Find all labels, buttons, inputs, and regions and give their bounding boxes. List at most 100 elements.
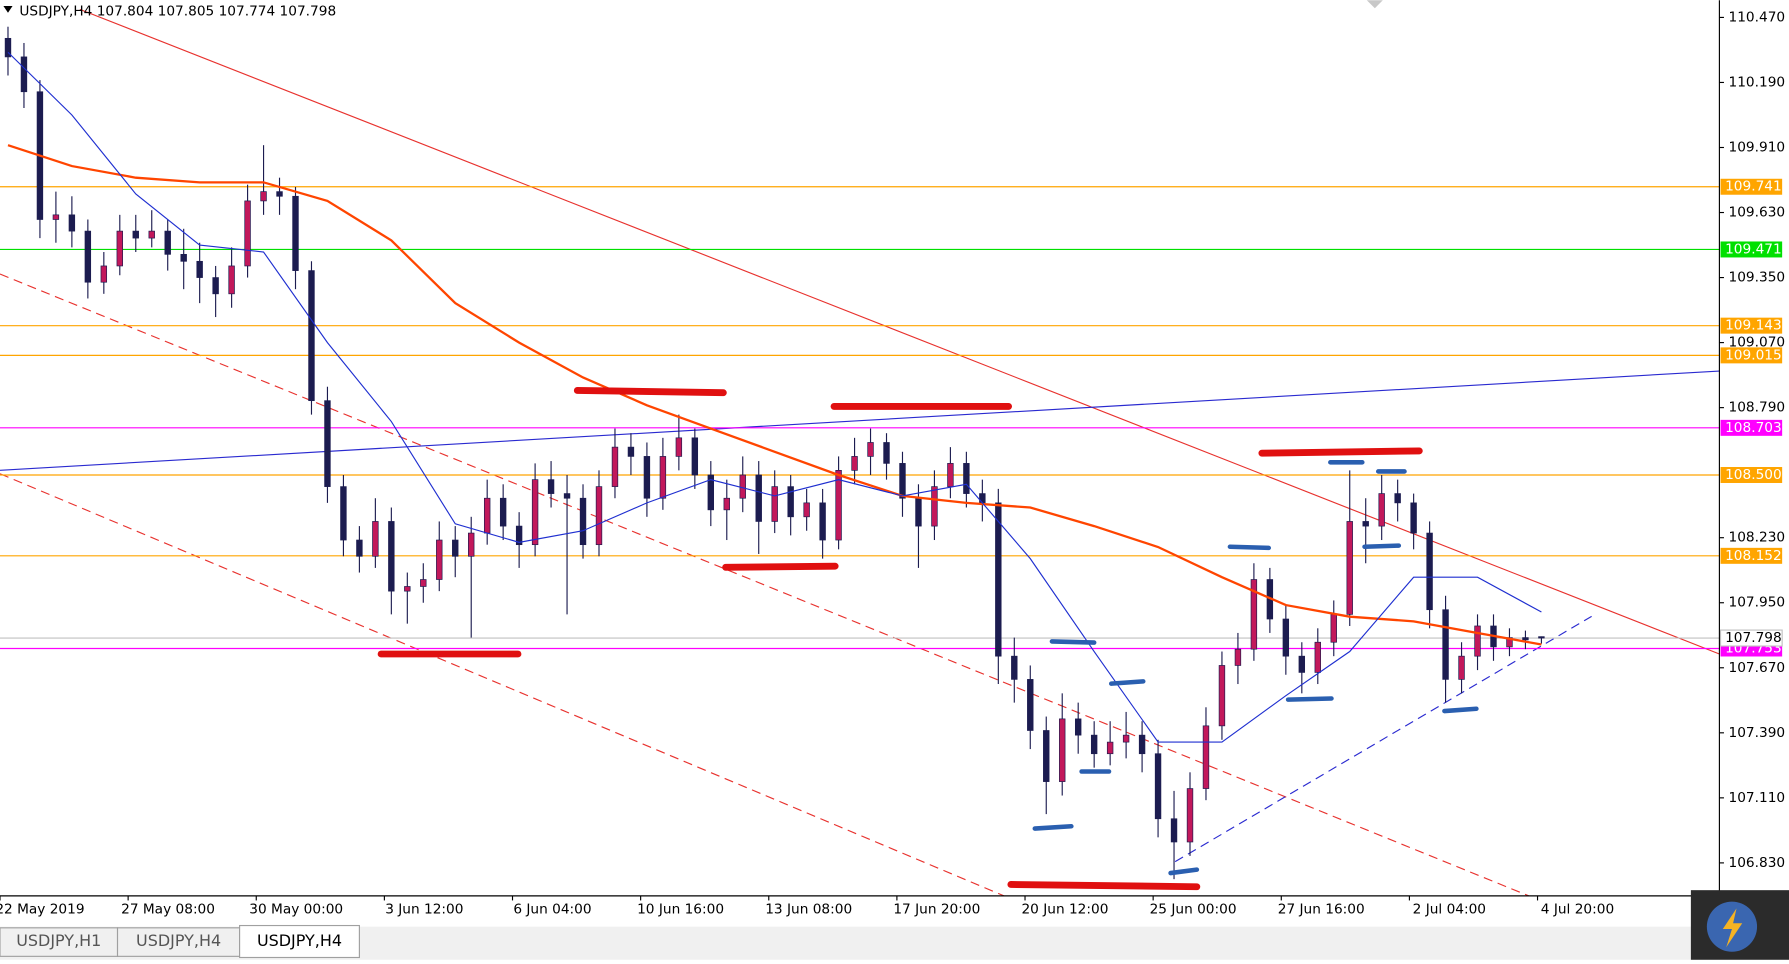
level-label-box [1720,467,1783,483]
level-label: 108.703 [1725,420,1782,436]
x-tick-label: 10 Jun 16:00 [637,902,724,918]
level-label: 109.471 [1725,241,1782,257]
y-tick-label: 106.830 [1729,855,1786,871]
candle-body [356,539,363,557]
x-tick-label: 22 May 2019 [0,902,85,918]
level-label-box [1720,317,1783,334]
candle-body [372,521,379,557]
candle-body [1314,641,1321,673]
candle-body [1394,493,1401,504]
candle-body [563,493,571,499]
candle-body [739,474,746,499]
mark [1285,696,1334,702]
tab-label[interactable]: USDJPY,H1 [16,931,101,950]
candle-body [228,265,235,295]
swing-marks [1032,460,1479,876]
candle-body [1186,788,1194,843]
candle-body [1122,734,1130,743]
y-tick-label: 107.110 [1729,790,1786,806]
candles [4,26,1545,880]
x-tick-label: 30 May 00:00 [249,902,343,918]
candle-body [595,486,603,546]
tab-label[interactable]: USDJPY,H4 [257,931,342,950]
candle-body [468,532,475,557]
symbol-header: USDJPY,H4 107.804 107.805 107.774 107.79… [19,4,336,20]
candle-body [324,400,331,487]
candle-body [723,497,730,511]
y-tick-label: 109.350 [1729,270,1786,286]
candle-body [659,456,667,499]
mark [1007,881,1201,891]
candle-body [1218,665,1226,727]
candle-body [212,277,219,295]
x-tick-label: 27 Jun 16:00 [1278,902,1365,918]
tab-label[interactable]: USDJPY,H4 [136,931,221,950]
candle-body [787,486,794,518]
scroll-marker [1366,0,1383,9]
candle-body [691,437,699,476]
candle-body [4,37,12,58]
candle-body [1090,734,1098,755]
trend-line [79,8,1720,655]
y-tick-label: 109.630 [1729,205,1786,221]
candle-body [1154,753,1162,820]
mark [1258,447,1423,457]
candle-body [420,579,427,587]
candle-body [675,437,683,457]
level-label-box [1720,347,1783,364]
candle-body [851,456,858,471]
candle-body [1138,734,1146,755]
candle-body [1474,625,1481,657]
candle-body [1378,493,1385,527]
level-label: 109.143 [1725,318,1782,334]
candle-body [819,502,826,541]
x-tick-label: 13 Jun 08:00 [765,902,852,918]
candle-body [515,525,523,546]
candle-body [771,486,778,522]
level-label-box [1720,547,1783,564]
moving-average [7,144,1542,646]
y-tick-label: 108.790 [1729,400,1786,416]
candle-body [1250,579,1258,650]
moving-average [7,51,1542,743]
candle-body [579,497,587,546]
candle-body [404,586,411,592]
candle-body [180,253,187,262]
candle-body [1362,521,1369,527]
candle-body [1202,725,1210,789]
y-tick-label: 107.390 [1729,725,1786,741]
y-tick-label: 109.070 [1729,335,1786,351]
level-label: 108.152 [1725,548,1782,564]
candle-body [148,230,155,239]
candle-body [100,265,108,283]
candle-body [116,230,123,267]
candle-body [1011,655,1018,680]
candle-body [1234,648,1242,666]
candle-body [52,214,60,220]
candle-body [276,191,283,197]
mark [1227,544,1272,551]
candle-body [388,521,395,592]
candle-body [883,442,890,464]
x-tick-label: 27 May 08:00 [121,902,215,918]
candle-body [68,214,76,232]
level-label: 109.015 [1725,347,1782,363]
trend-line [1174,615,1592,863]
candle-body [931,486,938,527]
candle-body [643,456,651,499]
tab[interactable] [239,924,360,959]
tab[interactable] [0,927,119,957]
mark [1362,543,1402,550]
candle-body [1170,818,1178,843]
candle-body [1506,637,1513,648]
mark [722,562,839,571]
candle-body [308,270,315,402]
menu-arrow[interactable] [3,5,13,13]
candle-body [1074,718,1082,736]
level-label: 108.500 [1725,467,1782,483]
candle-body [755,474,762,522]
mark [1108,679,1146,686]
y-tick-label: 107.670 [1729,660,1786,676]
